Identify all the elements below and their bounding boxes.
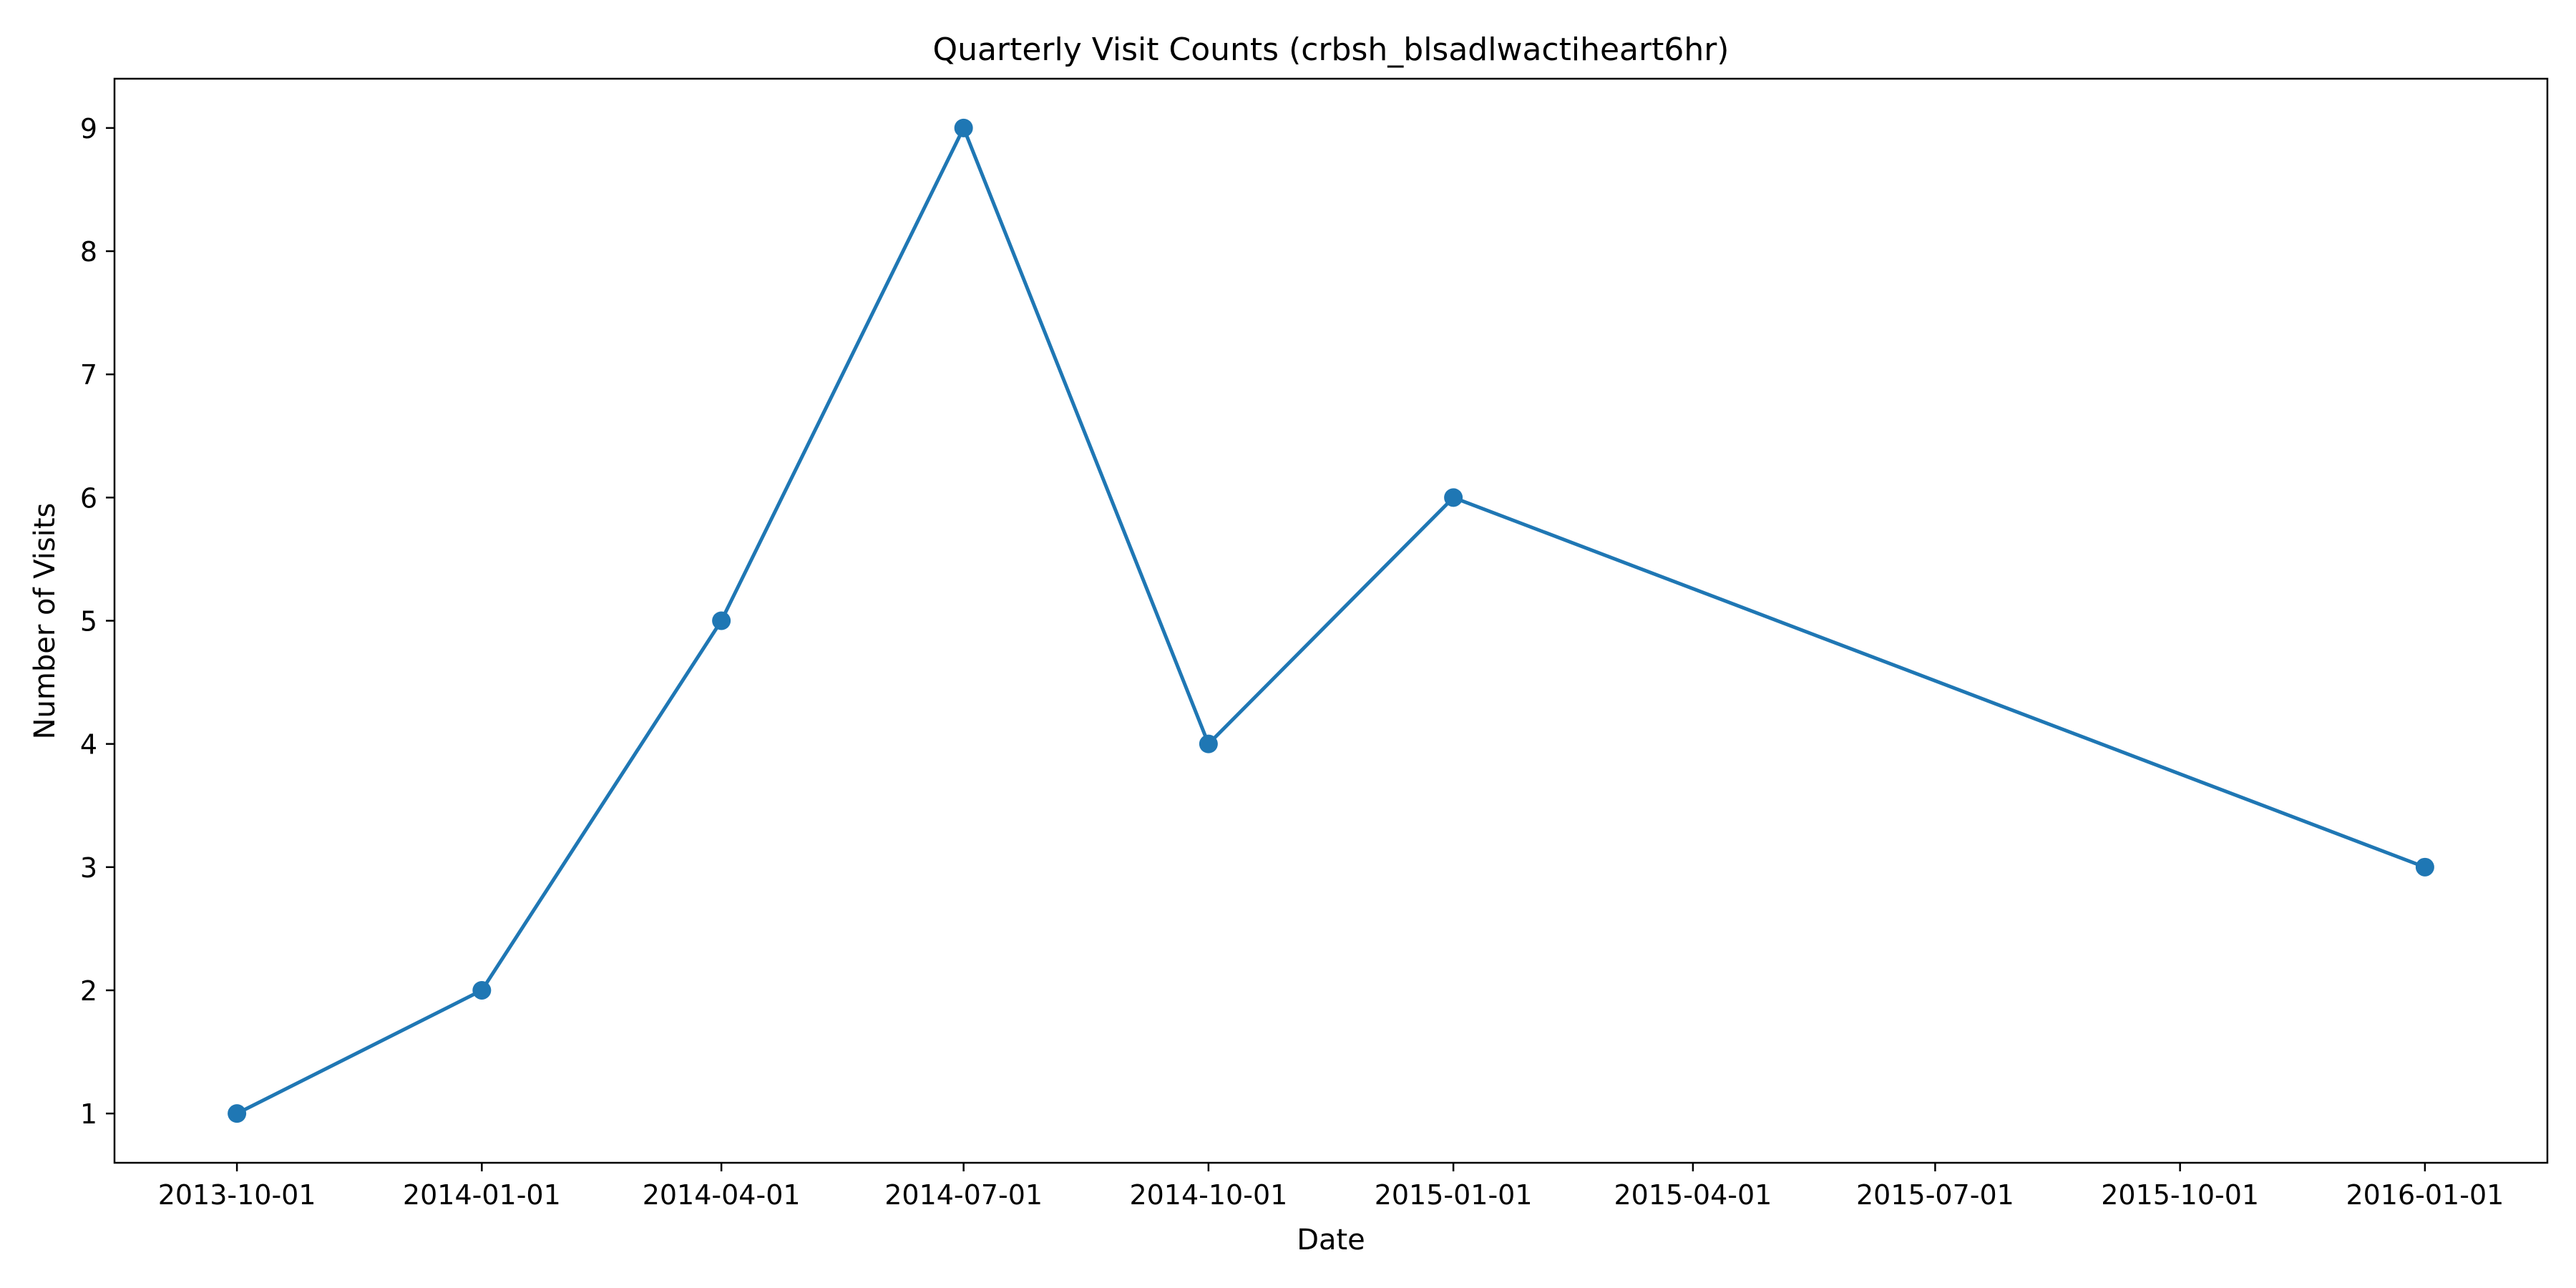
x-axis-ticks: 2013-10-01 2014-01-01 2014-04-01 2014-07-01… [158, 1163, 2504, 1211]
axes-frame [113, 77, 2549, 1164]
y-tick-label: 3 [80, 852, 97, 884]
x-tick-label: 2015-04-01 [1614, 1179, 1772, 1211]
x-tick-label: 2015-10-01 [2101, 1179, 2259, 1211]
plot-area [228, 118, 2434, 1123]
x-tick-label: 2014-07-01 [884, 1179, 1043, 1211]
data-point-marker [472, 980, 492, 1000]
data-point-marker [954, 118, 973, 137]
y-tick-label: 4 [80, 729, 97, 761]
data-point-marker [1444, 488, 1463, 507]
y-axis-ticks: 1 2 3 4 5 6 7 8 9 [80, 113, 114, 1130]
y-tick-label: 9 [80, 113, 97, 145]
x-tick-label: 2014-10-01 [1129, 1179, 1287, 1211]
data-point-marker [2415, 857, 2434, 877]
x-tick-label: 2015-01-01 [1375, 1179, 1533, 1211]
y-tick-label: 8 [80, 236, 97, 268]
x-tick-label: 2015-07-01 [1856, 1179, 2014, 1211]
x-tick-label: 2016-01-01 [2346, 1179, 2504, 1211]
chart-title: Quarterly Visit Counts (crbsh_blsadlwact… [933, 31, 1729, 68]
x-tick-label: 2014-04-01 [643, 1179, 801, 1211]
y-tick-label: 6 [80, 482, 97, 514]
y-tick-label: 2 [80, 975, 97, 1007]
y-tick-label: 5 [80, 606, 97, 638]
data-point-marker [228, 1104, 247, 1123]
x-tick-label: 2014-01-01 [403, 1179, 561, 1211]
y-axis-label: Number of Visits [29, 503, 62, 740]
data-point-marker [1199, 734, 1218, 753]
y-tick-label: 7 [80, 359, 97, 391]
data-point-marker [712, 611, 731, 630]
x-axis-label: Date [1297, 1224, 1365, 1257]
x-tick-label: 2013-10-01 [158, 1179, 316, 1211]
y-tick-label: 1 [80, 1098, 97, 1130]
